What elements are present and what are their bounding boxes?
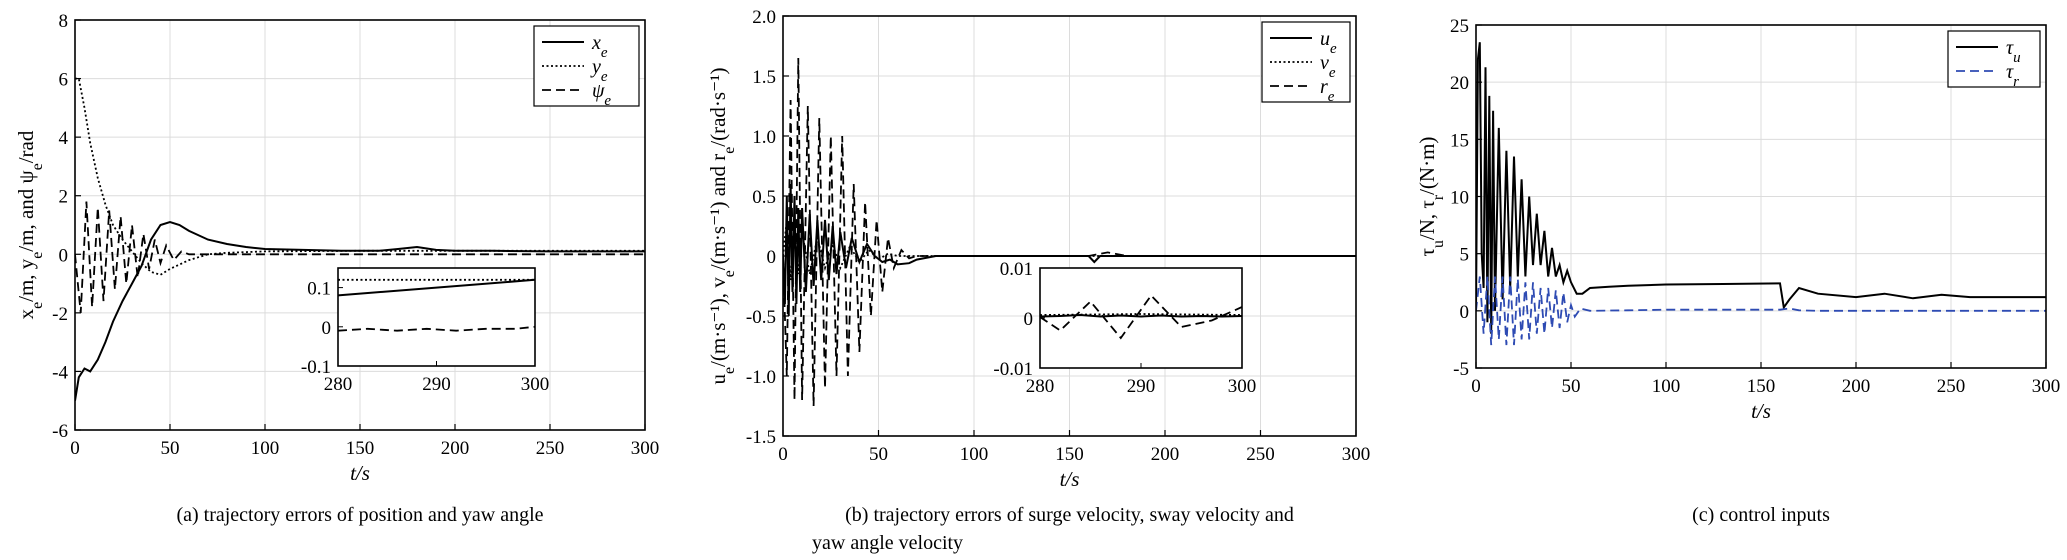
legend-box (1947, 30, 2041, 88)
y-tick-label: 0 (767, 247, 777, 268)
y-tick-label: 0 (1460, 302, 1470, 323)
y-tick-label: -5 (1453, 359, 1469, 380)
y-tick-label: 1.5 (752, 67, 776, 88)
inset-x-tick-label: 290 (1127, 376, 1156, 397)
legend-box (533, 25, 640, 107)
x-axis-label: t/s (1751, 399, 1771, 423)
panel-caption-line-1: (b) trajectory errors of surge velocity,… (845, 504, 1294, 526)
y-tick-label: 2 (59, 187, 69, 208)
inset-y-tick-label: 0 (1024, 309, 1034, 330)
chart-panel-2: 0 50 100 150 200 250 300 -1.5 -1.0 -0.5 0 0.5 1.0 1.5… (706, 7, 1370, 554)
y-axis-label: ue/(m·s⁻¹), ve/(m·s⁻¹) and re/(rad·s⁻¹) (706, 68, 738, 385)
x-tick-label: 100 (251, 438, 280, 459)
inset-y-tick-label: -0.01 (993, 359, 1033, 380)
inset-series-line-1 (338, 278, 535, 297)
legend-label-2: ye (590, 56, 608, 85)
x-tick-label: 300 (631, 438, 660, 459)
y-tick-label: 0 (59, 245, 69, 266)
x-tick-label: 150 (1747, 376, 1776, 397)
y-tick-label: 20 (1450, 73, 1469, 94)
y-axis-label: xe/m, ye/m, and ψe/rad (14, 130, 46, 319)
x-tick-label: 100 (960, 444, 989, 465)
panel-caption: (a) trajectory errors of position and ya… (176, 504, 543, 526)
legend-label-1: τu (2006, 37, 2021, 66)
series-line-3 (75, 201, 645, 313)
inset-series-line-3 (1040, 294, 1242, 340)
inset-series-line-1 (1040, 313, 1242, 318)
x-tick-label: 300 (1342, 444, 1371, 465)
series-line-2 (75, 77, 645, 276)
x-tick-label: 100 (1652, 376, 1681, 397)
inset-chart: 280 290 300 -0.1 0 0.1 (301, 267, 550, 395)
y-tick-label: 5 (1460, 245, 1470, 266)
inset-x-tick-label: 280 (1026, 376, 1055, 397)
series-line-3 (783, 57, 1356, 407)
y-tick-label: 1.0 (752, 127, 776, 148)
y-axis-label: τu/N, τr/(N·m) (1415, 137, 1447, 257)
inset-background (1040, 268, 1242, 368)
y-tick-label: 8 (59, 11, 69, 32)
inset-series-line-3 (338, 325, 535, 332)
y-tick-label: -0.5 (746, 307, 776, 328)
x-tick-label: 250 (536, 438, 565, 459)
y-tick-label: -1.0 (746, 367, 776, 388)
x-tick-label: 200 (1842, 376, 1871, 397)
panel-caption-line-2: yaw angle velocity (812, 532, 963, 554)
x-tick-label: 250 (1937, 376, 1966, 397)
x-tick-label: 50 (161, 438, 180, 459)
y-tick-label: 25 (1450, 16, 1469, 37)
y-tick-label: 2.0 (752, 7, 776, 28)
x-tick-label: 0 (778, 444, 788, 465)
x-tick-label: 250 (1246, 444, 1275, 465)
legend-label-2: τr (2006, 61, 2019, 90)
x-axis-label: t/s (1060, 467, 1080, 491)
chart-panel-1: 0 50 100 150 200 250 300 -6 -4 -2 0 2 4 6 8 t/s xe/m, ye… (14, 11, 659, 526)
inset-y-tick-label: 0.01 (1000, 259, 1033, 280)
x-tick-label: 200 (1151, 444, 1180, 465)
legend-label-1: ue (1320, 28, 1337, 57)
inset-chart: 280 290 300 -0.01 0 0.01 (993, 259, 1256, 397)
inset-x-tick-label: 300 (1228, 376, 1257, 397)
x-tick-label: 200 (441, 438, 470, 459)
inset-y-tick-label: 0 (322, 318, 332, 339)
x-tick-label: 150 (1055, 444, 1084, 465)
x-tick-label: 150 (346, 438, 375, 459)
y-tick-label: 4 (59, 128, 69, 149)
legend-label-2: ve (1320, 52, 1336, 81)
inset-x-tick-label: 300 (521, 374, 550, 395)
y-tick-label: 10 (1450, 188, 1469, 209)
panel-caption: (c) control inputs (1692, 504, 1830, 526)
y-tick-label: -4 (52, 362, 68, 383)
x-tick-label: 0 (1471, 376, 1481, 397)
inset-x-tick-label: 280 (324, 374, 353, 395)
y-tick-label: 15 (1450, 130, 1469, 151)
x-axis-label: t/s (350, 461, 370, 485)
x-tick-label: 300 (2032, 376, 2061, 397)
y-tick-label: -1.5 (746, 427, 776, 448)
y-tick-label: 6 (59, 70, 69, 91)
y-tick-label: 0.5 (752, 187, 776, 208)
inset-series-line-2 (1040, 313, 1242, 316)
series-line-1 (75, 221, 645, 401)
legend-label-3: ψe (592, 80, 611, 109)
inset-y-tick-label: -0.1 (301, 357, 331, 378)
y-tick-label: -2 (52, 304, 68, 325)
series-line-2 (783, 219, 1356, 281)
x-tick-label: 50 (869, 444, 888, 465)
inset-y-tick-label: 0.1 (307, 279, 331, 300)
x-tick-label: 0 (70, 438, 80, 459)
legend-label-1: xe (591, 32, 608, 61)
inset-background (338, 268, 535, 366)
x-tick-label: 50 (1562, 376, 1581, 397)
y-tick-label: -6 (52, 421, 68, 442)
inset-x-tick-label: 290 (422, 374, 451, 395)
legend-label-3: re (1320, 76, 1335, 105)
